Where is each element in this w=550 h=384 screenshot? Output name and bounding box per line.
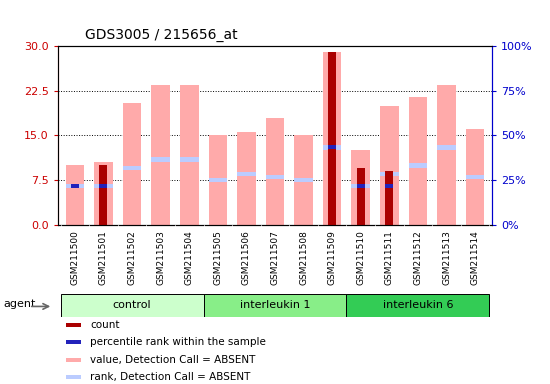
Text: GSM211505: GSM211505 xyxy=(213,230,222,285)
Text: GSM211511: GSM211511 xyxy=(385,230,394,285)
Text: GSM211509: GSM211509 xyxy=(328,230,337,285)
Text: GSM211500: GSM211500 xyxy=(70,230,79,285)
Bar xyxy=(294,178,313,182)
Bar xyxy=(386,171,393,225)
Text: GSM211513: GSM211513 xyxy=(442,230,451,285)
Bar xyxy=(123,103,141,225)
Bar xyxy=(266,118,284,225)
Text: GSM211510: GSM211510 xyxy=(356,230,365,285)
Bar xyxy=(237,132,256,225)
Bar xyxy=(151,85,170,225)
Text: value, Detection Call = ABSENT: value, Detection Call = ABSENT xyxy=(90,355,256,365)
Bar xyxy=(65,184,84,188)
Text: GSM211512: GSM211512 xyxy=(414,230,422,285)
Bar xyxy=(67,376,81,379)
Bar xyxy=(60,294,204,317)
Bar xyxy=(346,294,490,317)
Bar xyxy=(151,157,170,162)
Bar xyxy=(67,341,81,344)
Text: GSM211514: GSM211514 xyxy=(471,230,480,285)
Bar xyxy=(409,97,427,225)
Bar xyxy=(380,106,399,225)
Text: GSM211507: GSM211507 xyxy=(271,230,279,285)
Bar xyxy=(180,85,199,225)
Bar xyxy=(71,184,79,188)
Bar xyxy=(100,165,107,225)
Text: count: count xyxy=(90,320,120,330)
Text: GDS3005 / 215656_at: GDS3005 / 215656_at xyxy=(85,28,238,42)
Bar xyxy=(67,358,81,362)
Bar xyxy=(357,168,365,225)
Bar xyxy=(208,178,227,182)
Bar xyxy=(208,136,227,225)
Bar xyxy=(328,146,336,149)
Bar xyxy=(351,184,370,188)
Bar xyxy=(328,52,336,225)
Bar xyxy=(100,184,107,188)
Text: GSM211502: GSM211502 xyxy=(128,230,136,285)
Bar xyxy=(386,184,393,188)
Bar xyxy=(357,184,365,188)
Bar xyxy=(266,175,284,179)
Text: GSM211506: GSM211506 xyxy=(242,230,251,285)
Bar xyxy=(409,163,427,167)
Bar xyxy=(466,129,485,225)
Text: GSM211501: GSM211501 xyxy=(99,230,108,285)
Bar xyxy=(123,166,141,170)
Text: GSM211504: GSM211504 xyxy=(185,230,194,285)
Bar xyxy=(294,136,313,225)
Bar xyxy=(380,172,399,176)
Bar xyxy=(437,85,456,225)
Bar xyxy=(437,145,456,150)
Bar xyxy=(237,172,256,176)
Bar xyxy=(67,323,81,327)
Text: rank, Detection Call = ABSENT: rank, Detection Call = ABSENT xyxy=(90,372,251,382)
Text: percentile rank within the sample: percentile rank within the sample xyxy=(90,337,266,348)
Bar xyxy=(180,157,199,162)
Bar xyxy=(466,175,485,179)
Bar xyxy=(204,294,346,317)
Text: GSM211503: GSM211503 xyxy=(156,230,165,285)
Bar xyxy=(94,184,113,188)
Bar xyxy=(323,52,342,225)
Text: GSM211508: GSM211508 xyxy=(299,230,308,285)
Bar xyxy=(65,165,84,225)
Text: interleukin 1: interleukin 1 xyxy=(240,300,310,310)
Bar xyxy=(94,162,113,225)
Text: control: control xyxy=(113,300,151,310)
Bar xyxy=(323,145,342,150)
Text: interleukin 6: interleukin 6 xyxy=(383,300,453,310)
Bar xyxy=(351,150,370,225)
Text: agent: agent xyxy=(3,299,35,309)
